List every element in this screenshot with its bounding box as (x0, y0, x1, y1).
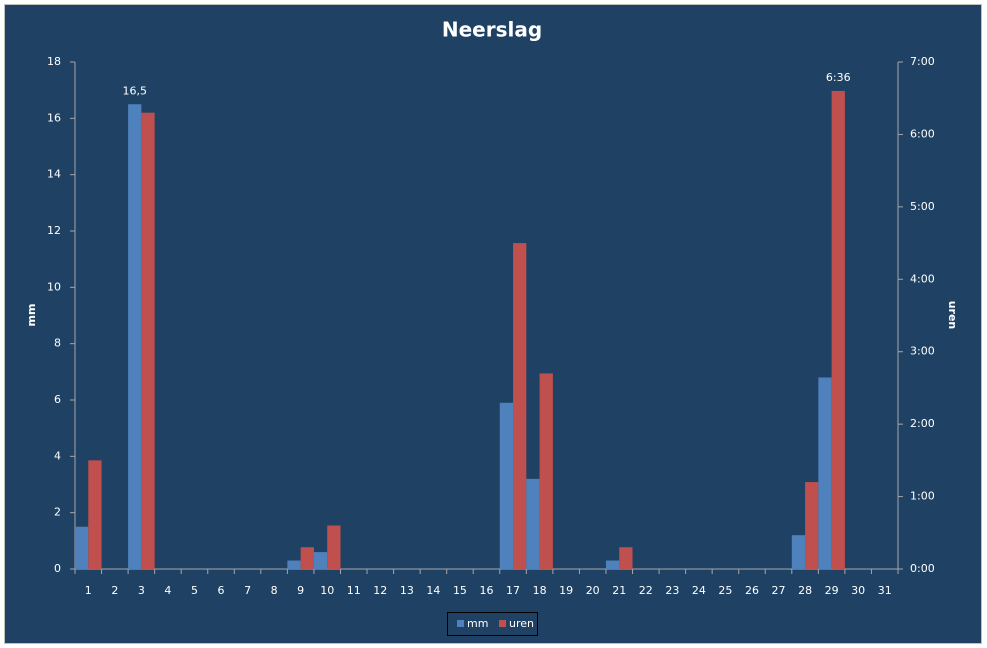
legend-label: mm (467, 617, 488, 630)
x-tick-label: 31 (878, 584, 892, 597)
y2-tick-label: 4:00 (910, 272, 935, 285)
x-tick-label: 7 (244, 584, 251, 597)
y-tick-label: 4 (54, 449, 61, 462)
x-tick-label: 22 (639, 584, 653, 597)
x-tick-label: 5 (191, 584, 198, 597)
bar (327, 525, 341, 569)
bar (791, 535, 806, 569)
x-tick-label: 3 (138, 584, 145, 597)
bar (88, 460, 102, 569)
y2-tick-label: 1:00 (910, 490, 935, 503)
bar (128, 104, 142, 569)
bar (831, 90, 845, 569)
y-tick-label: 0 (54, 562, 61, 575)
bar (526, 478, 540, 569)
x-tick-label: 19 (559, 584, 573, 597)
bar (818, 377, 832, 569)
x-tick-label: 26 (745, 584, 759, 597)
y-tick-label: 16 (47, 111, 61, 124)
x-tick-label: 10 (320, 584, 334, 597)
legend-label: uren (509, 617, 534, 630)
y2-tick-label: 0:00 (910, 562, 935, 575)
x-tick-label: 1 (85, 584, 92, 597)
x-tick-label: 12 (373, 584, 387, 597)
legend-swatch (499, 620, 506, 627)
x-tick-label: 2 (111, 584, 118, 597)
bar (539, 373, 553, 569)
y2-tick-label: 6:00 (910, 127, 935, 140)
x-tick-label: 13 (400, 584, 414, 597)
y-tick-label: 6 (54, 393, 61, 406)
x-tick-label: 4 (164, 584, 171, 597)
y2-tick-label: 5:00 (910, 200, 935, 213)
x-tick-label: 9 (297, 584, 304, 597)
y-tick-label: 18 (47, 55, 61, 68)
x-tick-label: 15 (453, 584, 467, 597)
chart-title: Neerslag (442, 18, 542, 42)
x-tick-label: 6 (218, 584, 225, 597)
y2-axis-title: uren (946, 301, 959, 330)
bar (287, 560, 301, 569)
x-tick-label: 28 (798, 584, 812, 597)
x-tick-label: 14 (426, 584, 440, 597)
x-tick-label: 20 (586, 584, 600, 597)
y-tick-label: 8 (54, 337, 61, 350)
x-tick-label: 23 (665, 584, 679, 597)
x-tick-label: 17 (506, 584, 520, 597)
y2-tick-label: 7:00 (910, 55, 935, 68)
y2-tick-label: 3:00 (910, 345, 935, 358)
x-tick-label: 18 (533, 584, 547, 597)
bar (805, 482, 819, 569)
x-tick-label: 11 (347, 584, 361, 597)
value-label: 6:36 (826, 71, 851, 84)
bar (313, 552, 328, 569)
bar (300, 547, 314, 569)
x-tick-label: 16 (480, 584, 494, 597)
x-tick-label: 30 (851, 584, 865, 597)
y-tick-label: 12 (47, 224, 61, 237)
y2-tick-label: 2:00 (910, 417, 935, 430)
bar (141, 112, 155, 569)
x-tick-label: 21 (612, 584, 626, 597)
bar (513, 243, 527, 570)
y-axis-title: mm (25, 304, 38, 327)
bar (75, 526, 89, 569)
x-tick-label: 8 (271, 584, 278, 597)
bar (605, 560, 620, 569)
y-tick-label: 14 (47, 168, 61, 181)
bar (619, 547, 633, 569)
x-tick-label: 29 (825, 584, 839, 597)
x-tick-label: 24 (692, 584, 706, 597)
y-tick-label: 10 (47, 280, 61, 293)
value-label: 16,5 (122, 84, 147, 97)
legend (447, 612, 538, 636)
y-tick-label: 2 (54, 506, 61, 519)
x-tick-label: 25 (718, 584, 732, 597)
legend-swatch (457, 620, 464, 627)
x-tick-label: 27 (772, 584, 786, 597)
bar (499, 402, 514, 569)
